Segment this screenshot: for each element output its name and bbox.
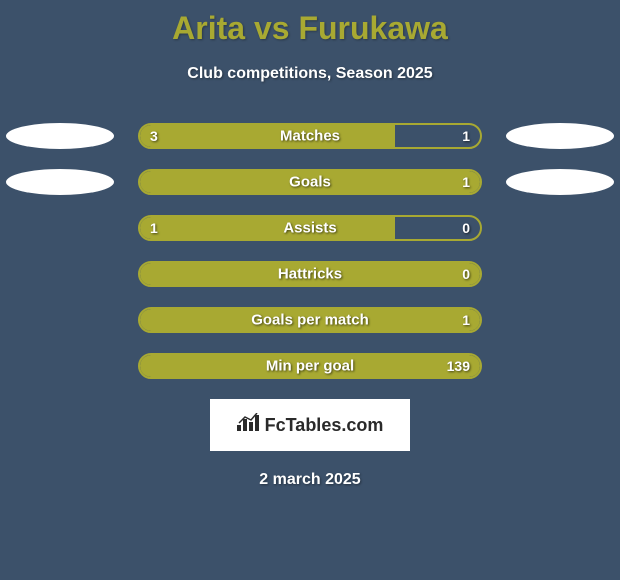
stat-label: Matches bbox=[280, 128, 340, 145]
player-left-marker bbox=[6, 353, 114, 379]
player-left-marker bbox=[6, 215, 114, 241]
player-right-marker bbox=[506, 169, 614, 195]
page-title: Arita vs Furukawa bbox=[0, 0, 620, 47]
stats-container: Matches 3 1 Goals 1 Assists 1 0 Hattricks 0 Goals … bbox=[0, 123, 620, 379]
player-right-marker bbox=[506, 353, 614, 379]
stat-row: Goals 1 bbox=[0, 169, 620, 195]
stat-row: Assists 1 0 bbox=[0, 215, 620, 241]
chart-bar-icon bbox=[237, 413, 259, 437]
stat-label: Hattricks bbox=[278, 266, 342, 283]
stat-value-right: 1 bbox=[462, 174, 470, 190]
logo-text: FcTables.com bbox=[265, 415, 384, 436]
stat-value-right: 0 bbox=[462, 220, 470, 236]
stat-value-right: 1 bbox=[462, 312, 470, 328]
player-left-marker bbox=[6, 261, 114, 287]
player-right-marker bbox=[506, 307, 614, 333]
player-right-marker bbox=[506, 215, 614, 241]
stat-value-right: 0 bbox=[462, 266, 470, 282]
player-left-marker bbox=[6, 169, 114, 195]
stat-bar: Matches 3 1 bbox=[138, 123, 482, 149]
stat-bar: Assists 1 0 bbox=[138, 215, 482, 241]
stat-label: Assists bbox=[283, 220, 336, 237]
stat-bar-fill bbox=[140, 125, 395, 147]
stat-row: Hattricks 0 bbox=[0, 261, 620, 287]
player-right-marker bbox=[506, 261, 614, 287]
stat-bar: Hattricks 0 bbox=[138, 261, 482, 287]
stat-bar: Min per goal 139 bbox=[138, 353, 482, 379]
page-subtitle: Club competitions, Season 2025 bbox=[0, 65, 620, 83]
player-right-marker bbox=[506, 123, 614, 149]
stat-label: Goals bbox=[289, 174, 331, 191]
date-label: 2 march 2025 bbox=[0, 471, 620, 489]
logo-box: FcTables.com bbox=[210, 399, 410, 451]
stat-row: Goals per match 1 bbox=[0, 307, 620, 333]
stat-row: Matches 3 1 bbox=[0, 123, 620, 149]
stat-value-right: 1 bbox=[462, 128, 470, 144]
stat-row: Min per goal 139 bbox=[0, 353, 620, 379]
stat-bar: Goals 1 bbox=[138, 169, 482, 195]
stat-value-left: 3 bbox=[150, 128, 158, 144]
stat-label: Goals per match bbox=[251, 312, 369, 329]
stat-label: Min per goal bbox=[266, 358, 354, 375]
stat-value-left: 1 bbox=[150, 220, 158, 236]
player-left-marker bbox=[6, 123, 114, 149]
player-left-marker bbox=[6, 307, 114, 333]
stat-bar-fill bbox=[140, 217, 395, 239]
stat-bar: Goals per match 1 bbox=[138, 307, 482, 333]
stat-value-right: 139 bbox=[447, 358, 470, 374]
